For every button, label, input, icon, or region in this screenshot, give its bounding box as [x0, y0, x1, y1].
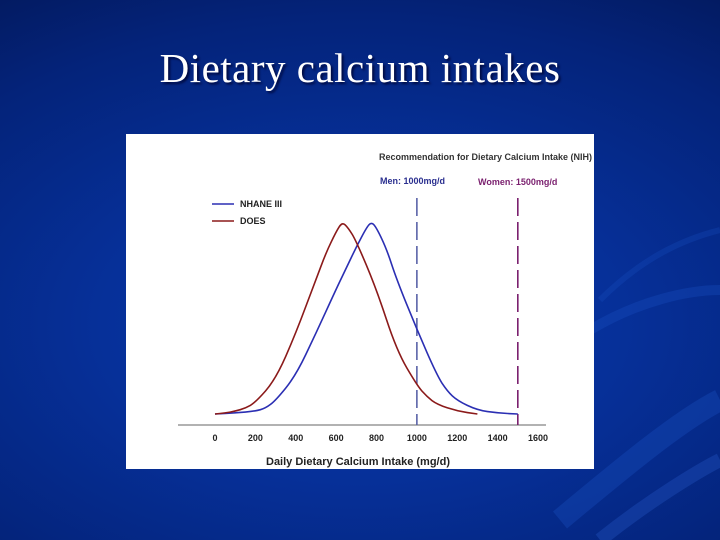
annotation-women: Women: 1500mg/d [478, 177, 557, 187]
legend-label-nhane: NHANE III [240, 199, 282, 209]
x-tick-label-1400: 1400 [488, 433, 508, 443]
series-line-nhane [214, 222, 518, 415]
x-tick-label-200: 200 [248, 433, 263, 443]
calcium-intake-chart: 0 200 400 600 800 1000 1200 1400 1600 Recommenda… [178, 152, 592, 468]
legend-label-does: DOES [240, 216, 266, 226]
x-tick-label-600: 600 [329, 433, 344, 443]
x-tick-label-1200: 1200 [447, 433, 467, 443]
x-tick-label-0: 0 [212, 433, 217, 443]
x-tick-label-1000: 1000 [407, 433, 427, 443]
annotation-heading: Recommendation for Dietary Calcium Intak… [379, 152, 592, 162]
x-tick-label-1600: 1600 [528, 433, 548, 443]
annotation-men: Men: 1000mg/d [380, 176, 445, 186]
x-tick-label-800: 800 [369, 433, 384, 443]
x-tick-label-400: 400 [288, 433, 303, 443]
series-line-does [214, 223, 478, 415]
chart-legend: NHANE III DOES [212, 199, 282, 226]
chart-panel: 0 200 400 600 800 1000 1200 1400 1600 Recommenda… [126, 134, 594, 469]
slide-title: Dietary calcium intakes [159, 45, 561, 91]
x-axis-title: Daily Dietary Calcium Intake (mg/d) [266, 456, 450, 468]
